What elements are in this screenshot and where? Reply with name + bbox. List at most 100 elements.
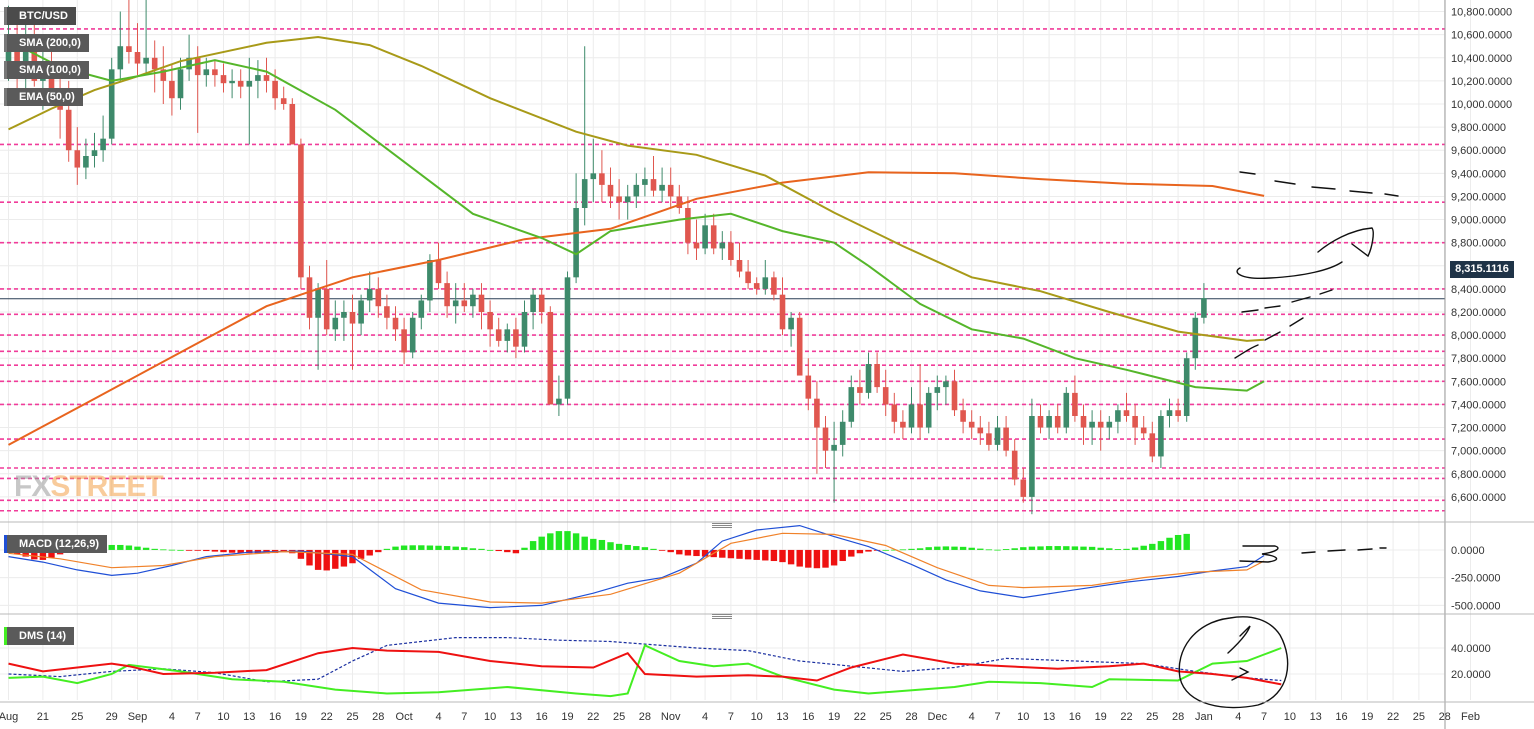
- macd-histogram-bar: [555, 531, 563, 550]
- price-tick-label: 9,400.0000: [1451, 168, 1506, 180]
- candle: [255, 60, 261, 99]
- macd-histogram-bar: [727, 549, 735, 559]
- macd-histogram-bar: [968, 547, 975, 550]
- x-tick-label: 19: [561, 711, 573, 723]
- candle: [659, 167, 665, 203]
- candle: [212, 60, 218, 87]
- candle: [1183, 352, 1190, 422]
- candle: [753, 277, 760, 295]
- macd-histogram-bar: [375, 549, 382, 553]
- candle: [91, 132, 98, 168]
- sma100-badge[interactable]: SMA (100,0): [4, 61, 89, 79]
- symbol-badge[interactable]: BTC/USD: [4, 7, 76, 25]
- macd-histogram-bar: [512, 549, 520, 554]
- candle: [1037, 404, 1044, 434]
- macd-histogram-bar: [848, 549, 855, 557]
- annotation-dash: [1274, 180, 1296, 185]
- macd-histogram-bar: [443, 546, 451, 550]
- macd-histogram-bar: [125, 545, 133, 550]
- annotation-dash: [1319, 289, 1333, 295]
- macd-histogram-bar: [891, 549, 898, 551]
- candle: [1003, 416, 1009, 457]
- annotation-dash: [1384, 193, 1399, 197]
- macd-histogram-bar: [1011, 548, 1018, 550]
- macd-label: MACD (12,26,9): [19, 538, 100, 550]
- candle: [1063, 387, 1070, 434]
- macd-histogram-bar: [478, 548, 485, 550]
- macd-histogram-bar: [1028, 546, 1036, 550]
- macd-badge[interactable]: MACD (12,26,9): [4, 535, 108, 553]
- price-tick-label: 10,200.0000: [1451, 76, 1512, 88]
- x-tick-label: 4: [435, 711, 441, 723]
- candle: [263, 57, 270, 93]
- macd-panel: [5, 524, 1265, 609]
- annotation-dash: [1327, 549, 1346, 552]
- macd-histogram-bar: [495, 549, 502, 552]
- macd-histogram-bar: [805, 549, 812, 568]
- x-tick-label: 22: [321, 711, 333, 723]
- macd-histogram-bar: [151, 548, 158, 550]
- candle: [160, 46, 167, 104]
- candle: [134, 23, 141, 76]
- annotation-arrow: [1317, 227, 1374, 258]
- price-tick-label: 8,800.0000: [1451, 238, 1506, 250]
- candle: [564, 271, 571, 405]
- x-tick-label: Feb: [1461, 711, 1480, 723]
- x-tick-label: 25: [71, 711, 83, 723]
- macd-histogram-bar: [469, 548, 477, 550]
- macd-histogram-bar: [667, 549, 674, 553]
- candle: [1158, 410, 1164, 468]
- annotation-arrows: [1239, 545, 1279, 563]
- candle: [900, 410, 906, 440]
- macd-histogram-bar: [658, 549, 666, 551]
- candle: [908, 387, 915, 434]
- annotation-dash: [1291, 296, 1311, 303]
- annotation-dash: [1289, 317, 1304, 327]
- x-tick-label: 7: [1261, 711, 1267, 723]
- ema50-badge[interactable]: EMA (50,0): [4, 88, 83, 106]
- moving-averages: [8, 35, 1265, 446]
- macd-histogram-bar: [39, 549, 47, 560]
- x-tick-label: 10: [1284, 711, 1296, 723]
- x-tick-label: 19: [1095, 711, 1107, 723]
- candle: [349, 294, 356, 370]
- candle: [771, 271, 777, 301]
- candle: [874, 352, 880, 393]
- candle: [289, 98, 296, 145]
- candle: [581, 46, 588, 226]
- candle: [323, 260, 330, 336]
- price-tick-label: 6,600.0000: [1451, 492, 1506, 504]
- candle: [891, 392, 898, 434]
- annotation-dash: [1241, 309, 1259, 313]
- annotation-arrow-down: [1231, 667, 1250, 681]
- candle: [108, 57, 115, 145]
- sma200-label: SMA (200,0): [19, 37, 81, 49]
- macd-tick-label: -500.0000: [1451, 600, 1501, 612]
- macd-histogram-bar: [615, 543, 623, 550]
- candle: [1201, 283, 1207, 324]
- x-tick-label: 7: [461, 711, 467, 723]
- x-tick-label: 13: [776, 711, 788, 723]
- candle: [1106, 416, 1113, 440]
- price-tick-label: 10,600.0000: [1451, 30, 1512, 42]
- candle: [358, 294, 364, 336]
- macd-histogram-bar: [736, 549, 743, 559]
- macd-histogram-bar: [409, 545, 416, 550]
- macd-histogram-bar: [796, 549, 803, 567]
- candle: [298, 138, 304, 289]
- x-tick-label: 21: [37, 711, 49, 723]
- macd-histogram-bar: [1183, 533, 1190, 550]
- macd-histogram-bar: [942, 546, 950, 550]
- candle: [375, 277, 382, 318]
- candle: [685, 196, 691, 255]
- macd-histogram-bar: [779, 549, 786, 563]
- annotation-dash: [1311, 186, 1336, 190]
- sma200-badge[interactable]: SMA (200,0): [4, 34, 89, 52]
- dms-badge[interactable]: DMS (14): [4, 627, 75, 645]
- macd-histogram-bar: [1080, 546, 1087, 550]
- macd-histogram-bar: [297, 549, 305, 559]
- macd-histogram-bar: [1166, 537, 1173, 550]
- macd-histogram-bar: [916, 548, 924, 550]
